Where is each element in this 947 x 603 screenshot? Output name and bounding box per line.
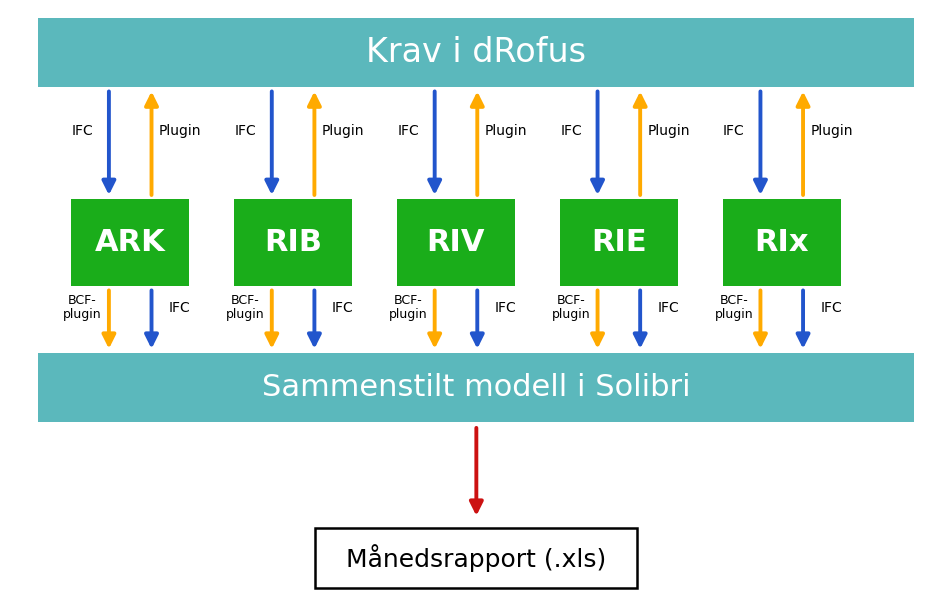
Text: IFC: IFC — [235, 124, 256, 138]
Text: BCF-
plugin: BCF- plugin — [552, 294, 590, 321]
Text: RIV: RIV — [427, 228, 485, 257]
Text: Plugin: Plugin — [322, 124, 364, 138]
Text: IFC: IFC — [821, 300, 842, 315]
Bar — [397, 199, 515, 286]
Text: RIE: RIE — [591, 228, 647, 257]
Text: IFC: IFC — [658, 300, 679, 315]
Text: Plugin: Plugin — [485, 124, 527, 138]
Text: IFC: IFC — [724, 124, 744, 138]
Text: Plugin: Plugin — [159, 124, 201, 138]
Bar — [38, 18, 914, 87]
Text: IFC: IFC — [72, 124, 93, 138]
Text: IFC: IFC — [398, 124, 419, 138]
Text: IFC: IFC — [332, 300, 353, 315]
Text: Sammenstilt modell i Solibri: Sammenstilt modell i Solibri — [262, 373, 690, 402]
Text: IFC: IFC — [495, 300, 516, 315]
Bar — [234, 199, 352, 286]
Text: IFC: IFC — [170, 300, 190, 315]
Text: Plugin: Plugin — [648, 124, 689, 138]
Text: Plugin: Plugin — [811, 124, 852, 138]
Text: BCF-
plugin: BCF- plugin — [63, 294, 101, 321]
Bar — [560, 199, 678, 286]
Text: IFC: IFC — [561, 124, 581, 138]
Text: ARK: ARK — [95, 228, 166, 257]
Bar — [38, 353, 914, 422]
Text: Krav i dRofus: Krav i dRofus — [366, 36, 586, 69]
Text: BCF-
plugin: BCF- plugin — [715, 294, 753, 321]
Text: RIx: RIx — [755, 228, 809, 257]
Bar — [723, 199, 841, 286]
Bar — [71, 199, 189, 286]
Bar — [315, 528, 637, 588]
Text: BCF-
plugin: BCF- plugin — [389, 294, 427, 321]
Text: RIB: RIB — [264, 228, 322, 257]
Text: BCF-
plugin: BCF- plugin — [226, 294, 264, 321]
Text: Månedsrapport (.xls): Månedsrapport (.xls) — [347, 544, 606, 572]
